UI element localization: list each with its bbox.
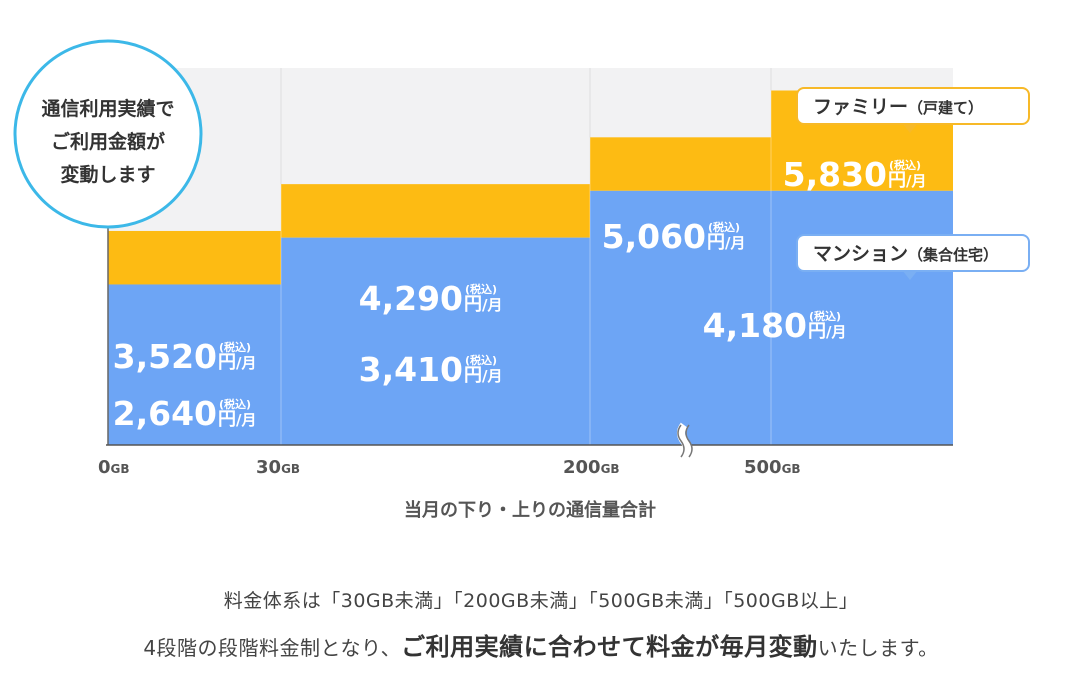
price-family-tier-4: 5,830 (税込)円/月 bbox=[783, 155, 927, 194]
note-line2-pre: 4段階の段階料金制となり、 bbox=[143, 636, 402, 660]
price-family-tier-3: 5,060 (税込)円/月 bbox=[602, 217, 746, 256]
callout-family-label: ファミリー（戸建て） bbox=[813, 96, 983, 118]
price-mansion-tier-1-value: 2,640 bbox=[113, 394, 217, 433]
bar-mansion-tier-1 bbox=[108, 284, 281, 445]
price-family-tier-1-unit: 円/月 bbox=[218, 352, 256, 373]
callout-family: ファミリー（戸建て） bbox=[796, 87, 1030, 133]
axis-break-left bbox=[677, 424, 685, 458]
price-mansion-tier-1-tax: (税込) bbox=[219, 397, 251, 411]
price-family-tier-3-value: 5,060 bbox=[602, 217, 706, 256]
price-family-tier-1-tax: (税込) bbox=[219, 340, 251, 354]
axis-break-right bbox=[685, 424, 693, 458]
price-family-tier-1: 3,520 (税込)円/月 bbox=[113, 337, 257, 376]
price-mansion-tier-1: 2,640 (税込)円/月 bbox=[113, 394, 257, 433]
callout-mansion: マンション（集合住宅） bbox=[796, 234, 1030, 280]
bars bbox=[108, 90, 953, 445]
bar-family-tier-1 bbox=[108, 230, 281, 285]
pricing-note-line2: 4段階の段階料金制となり、ご利用実績に合わせて料金が毎月変動いたします。 bbox=[0, 627, 1082, 662]
callout-mansion-label: マンション（集合住宅） bbox=[813, 243, 998, 265]
price-family-tier-4-value: 5,830 bbox=[783, 155, 887, 194]
price-family-tier-4-unit: 円/月 bbox=[888, 170, 926, 191]
badge-line-1: 通信利用実績で bbox=[41, 97, 174, 120]
x-axis: 0GB 30GB 200GB 500GB 当月の下り・上りの通信量合計 bbox=[98, 210, 953, 521]
badge-line-3: 変動します bbox=[60, 163, 155, 186]
bar-mansion-tier-3 bbox=[590, 190, 771, 445]
pricing-note-line1: 料金体系は「30GB未満」「200GB未満」「500GB未満」「500GB以上」 bbox=[223, 590, 859, 612]
price-mansion-tier-3-tax: (税込) bbox=[809, 309, 841, 323]
bar-mansion-tier-2 bbox=[281, 237, 590, 445]
x-axis-label: 当月の下り・上りの通信量合計 bbox=[404, 499, 656, 521]
price-family-tier-3-unit: 円/月 bbox=[707, 232, 745, 253]
price-mansion-tier-2: 3,410 (税込)円/月 bbox=[359, 350, 503, 389]
price-labels: 3,520 (税込)円/月2,640 (税込)円/月4,290 (税込)円/月3,41… bbox=[113, 155, 927, 433]
x-tick-3: 500GB bbox=[744, 457, 801, 478]
price-family-tier-2-tax: (税込) bbox=[465, 282, 497, 296]
badge-line-2: ご利用金額が bbox=[51, 130, 165, 153]
x-tick-1: 30GB bbox=[256, 457, 300, 478]
price-mansion-tier-2-tax: (税込) bbox=[465, 353, 497, 367]
callout-mansion-tip-gap bbox=[901, 268, 919, 270]
callout-mansion-tip bbox=[902, 270, 918, 280]
price-family-tier-2: 4,290 (税込)円/月 bbox=[359, 279, 503, 318]
pricing-chart: 3,520 (税込)円/月2,640 (税込)円/月4,290 (税込)円/月3,41… bbox=[13, 39, 1030, 521]
bar-family-tier-2 bbox=[281, 184, 590, 238]
price-mansion-tier-1-unit: 円/月 bbox=[218, 409, 256, 430]
price-mansion-tier-3: 4,180 (税込)円/月 bbox=[703, 306, 847, 345]
price-family-tier-1-value: 3,520 bbox=[113, 337, 217, 376]
callouts: ファミリー（戸建て） マンション（集合住宅） bbox=[796, 87, 1030, 280]
callout-family-tip bbox=[902, 123, 918, 133]
price-mansion-tier-3-value: 4,180 bbox=[703, 306, 807, 345]
price-mansion-tier-2-unit: 円/月 bbox=[464, 365, 502, 386]
price-family-tier-4-tax: (税込) bbox=[889, 158, 921, 172]
bar-mansion-tier-4 bbox=[771, 190, 953, 445]
bar-family-tier-3 bbox=[590, 137, 771, 191]
price-mansion-tier-3-unit: 円/月 bbox=[808, 321, 846, 342]
callout-family-tip-gap bbox=[901, 121, 919, 123]
price-mansion-tier-2-value: 3,410 bbox=[359, 350, 463, 389]
x-tick-0: 0GB bbox=[98, 457, 130, 478]
price-family-tier-3-tax: (税込) bbox=[708, 220, 740, 234]
price-family-tier-2-unit: 円/月 bbox=[464, 294, 502, 315]
axis-break-mask bbox=[677, 422, 691, 460]
price-family-tier-2-value: 4,290 bbox=[359, 279, 463, 318]
note-line2-post: いたします。 bbox=[817, 636, 939, 660]
x-tick-2: 200GB bbox=[563, 457, 620, 478]
badge-circle bbox=[13, 39, 203, 229]
note-line2-bold: ご利用実績に合わせて料金が毎月変動 bbox=[401, 633, 818, 661]
